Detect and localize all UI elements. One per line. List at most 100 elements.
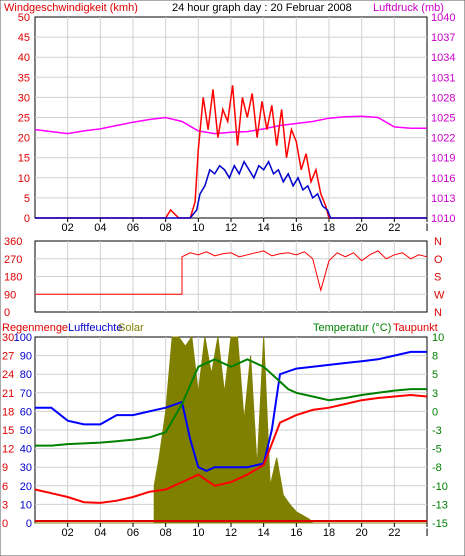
series-line-temperatur-c-: [35, 358, 427, 447]
series-line-0: [34, 115, 427, 135]
wind-speed-axis-title: Windgeschwindigkeit (kmh): [4, 2, 138, 14]
wind-y-tick: 20: [18, 133, 30, 145]
rain-y-tick: 15: [2, 425, 14, 437]
pressure-y-tick: 1019: [431, 153, 455, 165]
x-tick-label: 06: [127, 527, 139, 539]
rain-y-tick: 27: [2, 351, 14, 363]
direction-compass-tick: S: [434, 272, 441, 284]
x-tick-label: 14: [258, 222, 270, 234]
humidity-y-tick: 90: [20, 351, 32, 363]
x-tick-label: 08: [160, 222, 172, 234]
x-tick-label: 10: [192, 222, 204, 234]
direction-y-tick: 0: [4, 307, 10, 319]
wind-y-tick: 10: [18, 173, 30, 185]
wind-y-tick: 35: [18, 72, 30, 84]
x-tick-label: 16: [290, 527, 302, 539]
direction-y-tick: 360: [4, 236, 22, 248]
solar-axis-title: Solar: [118, 322, 144, 334]
rain-y-tick: 18: [2, 406, 14, 418]
chart-title: 24 hour graph day : 20 Februar 2008: [172, 2, 352, 14]
humidity-y-tick: 50: [20, 425, 32, 437]
x-tick-label: 04: [94, 527, 106, 539]
direction-line-0: [35, 250, 428, 295]
series-line-taupunkt: [34, 393, 428, 504]
temperature-y-tick: 5: [432, 369, 438, 381]
temperature-axis-title: Temperatur (°C): [313, 322, 391, 334]
humidity-y-tick: 30: [20, 462, 32, 474]
series-line-2: [35, 160, 427, 219]
x-tick-label: I: [425, 222, 428, 234]
pressure-y-tick: 1037: [431, 32, 455, 44]
wind-y-tick: 40: [18, 52, 30, 64]
x-tick-label: I: [425, 527, 428, 539]
x-tick-label: 14: [258, 527, 270, 539]
temperature-y-tick: -5: [432, 444, 442, 456]
rain-y-tick: 30: [2, 332, 14, 344]
pressure-y-tick: 1040: [431, 12, 455, 24]
direction-compass-tick: N: [434, 307, 442, 319]
rain-axis-title: Regenmenge: [2, 322, 68, 334]
wind-y-tick: 25: [18, 113, 30, 125]
pressure-y-tick: 1010: [431, 213, 455, 225]
rain-y-tick: 6: [2, 481, 8, 493]
rain-y-tick: 9: [2, 462, 8, 474]
x-tick-label: 16: [290, 222, 302, 234]
rain-y-tick: 21: [2, 388, 14, 400]
series-line-luftfeuchte: [35, 350, 427, 472]
wind-y-tick: 30: [18, 92, 30, 104]
wind-y-tick: 45: [18, 32, 30, 44]
x-tick-label: 10: [192, 527, 204, 539]
pressure-y-tick: 1022: [431, 133, 455, 145]
pressure-y-tick: 1034: [431, 52, 455, 64]
rain-y-tick: 0: [2, 518, 8, 530]
x-tick-label: 22: [388, 222, 400, 234]
solar-area: [35, 335, 427, 524]
pressure-y-tick: 1031: [431, 72, 455, 84]
x-tick-label: 22: [388, 527, 400, 539]
pressure-y-tick: 1016: [431, 173, 455, 185]
humidity-y-tick: 20: [20, 481, 32, 493]
temperature-y-tick: -8: [432, 462, 442, 474]
humidity-y-tick: 0: [26, 518, 32, 530]
x-tick-label: 02: [62, 222, 74, 234]
rain-y-tick: 3: [2, 499, 8, 511]
temperature-y-tick: 10: [432, 332, 444, 344]
wind-y-tick: 50: [18, 12, 30, 24]
x-tick-label: 12: [225, 222, 237, 234]
humidity-y-tick: 40: [20, 444, 32, 456]
x-tick-label: 20: [356, 527, 368, 539]
x-tick-label: 20: [356, 222, 368, 234]
temperature-y-tick: 8: [432, 351, 438, 363]
rain-y-tick: 24: [2, 369, 14, 381]
temperature-y-tick: -3: [432, 425, 442, 437]
x-tick-label: 04: [94, 222, 106, 234]
x-tick-label: 12: [225, 527, 237, 539]
humidity-y-tick: 70: [20, 388, 32, 400]
pressure-axis-title: Luftdruck (mb): [373, 2, 444, 14]
wind-y-tick: 15: [18, 153, 30, 165]
direction-compass-tick: W: [434, 289, 445, 301]
humidity-y-tick: 60: [20, 406, 32, 418]
pressure-y-tick: 1028: [431, 92, 455, 104]
direction-y-tick: 270: [4, 254, 22, 266]
temperature-y-tick: 0: [432, 406, 438, 418]
x-tick-label: 02: [62, 527, 74, 539]
direction-y-tick: 180: [4, 272, 22, 284]
temperature-y-tick: -15: [432, 518, 448, 530]
temperature-y-tick: -13: [432, 499, 448, 511]
humidity-axis-title: Luftfeuchte: [68, 322, 122, 334]
temperature-y-tick: 3: [432, 388, 438, 400]
direction-compass-tick: N: [434, 236, 442, 248]
humidity-y-tick: 100: [14, 332, 32, 344]
x-tick-label: 18: [323, 222, 335, 234]
wind-y-tick: 0: [24, 213, 30, 225]
direction-compass-tick: O: [434, 254, 443, 266]
humidity-y-tick: 80: [20, 369, 32, 381]
x-tick-label: 06: [127, 222, 139, 234]
pressure-y-tick: 1013: [431, 193, 455, 205]
temperature-y-tick: -10: [432, 481, 448, 493]
humidity-y-tick: 10: [20, 499, 32, 511]
x-tick-label: 08: [160, 527, 172, 539]
